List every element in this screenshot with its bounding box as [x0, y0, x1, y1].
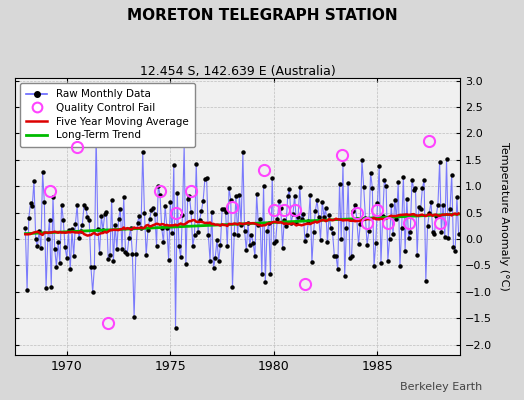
Title: 12.454 S, 142.639 E (Australia): 12.454 S, 142.639 E (Australia)	[140, 65, 335, 78]
Legend: Raw Monthly Data, Quality Control Fail, Five Year Moving Average, Long-Term Tren: Raw Monthly Data, Quality Control Fail, …	[20, 83, 194, 147]
Text: Berkeley Earth: Berkeley Earth	[400, 382, 482, 392]
Y-axis label: Temperature Anomaly (°C): Temperature Anomaly (°C)	[499, 142, 509, 291]
Text: MORETON TELEGRAPH STATION: MORETON TELEGRAPH STATION	[127, 8, 397, 23]
